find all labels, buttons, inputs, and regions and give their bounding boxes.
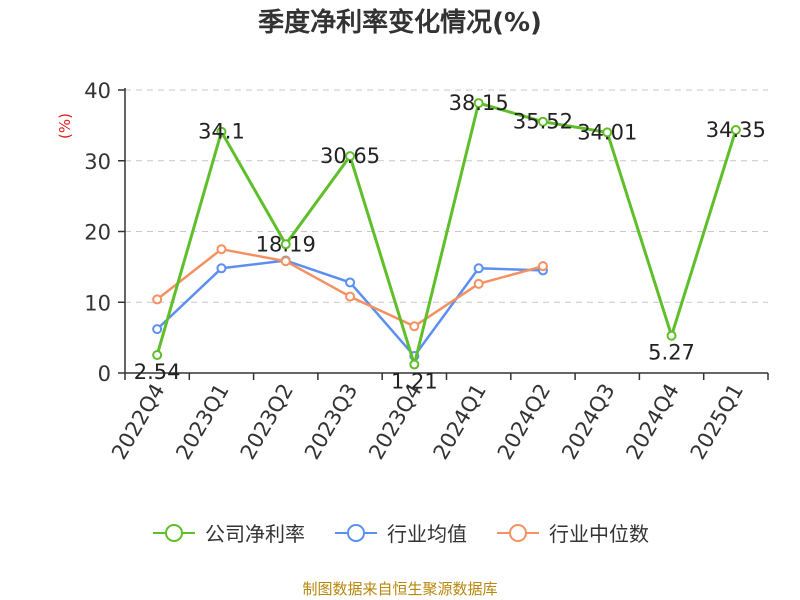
- data-point-2: [280, 256, 291, 267]
- y-tick-label: 40: [84, 79, 111, 103]
- legend-swatch-industry-median: [497, 523, 539, 542]
- data-point-2: [216, 244, 227, 255]
- data-label: 34.35: [706, 118, 766, 142]
- data-point-2: [345, 291, 356, 302]
- legend-swatch-industry-mean: [335, 523, 377, 542]
- data-label: 18.19: [256, 232, 316, 256]
- source-note: 制图数据来自恒生聚源数据库: [302, 580, 498, 598]
- data-label: 38.15: [449, 91, 509, 115]
- data-point-2: [537, 261, 548, 272]
- series-line-0: [155, 101, 738, 366]
- data-point-0: [666, 330, 677, 341]
- y-axis-label: (%): [56, 113, 74, 139]
- x-tick-label: 2024Q4: [621, 380, 683, 464]
- legend-item-industry-mean[interactable]: 行业均值: [333, 518, 467, 547]
- series-line-2: [156, 247, 544, 328]
- x-tick-label: 2022Q4: [107, 380, 169, 464]
- data-point-1: [216, 263, 227, 274]
- legend-label-industry-mean: 行业均值: [387, 522, 467, 546]
- data-point-0: [409, 359, 420, 370]
- legend-swatch-company: [153, 523, 195, 542]
- y-tick-label: 30: [84, 150, 111, 174]
- data-label: 2.54: [134, 360, 181, 384]
- legend: 公司净利率 行业均值 行业中位数: [0, 518, 800, 547]
- data-point-2: [409, 321, 420, 332]
- data-point-2: [152, 294, 163, 305]
- data-label: 5.27: [648, 341, 695, 365]
- x-tick-label: 2024Q3: [557, 380, 619, 464]
- chart-title: 季度净利率变化情况(%): [258, 8, 542, 38]
- data-point-1: [152, 324, 163, 335]
- x-tick-label: 2023Q2: [236, 380, 298, 464]
- data-label: 35.52: [513, 110, 573, 134]
- legend-label-industry-median: 行业中位数: [549, 522, 649, 546]
- legend-label-company: 公司净利率: [205, 522, 305, 546]
- legend-item-industry-median[interactable]: 行业中位数: [495, 518, 649, 547]
- data-point-0: [152, 350, 163, 361]
- x-tick-label: 2023Q3: [300, 380, 362, 464]
- data-point-0: [602, 127, 613, 138]
- data-point-0: [280, 239, 291, 250]
- data-point-0: [473, 98, 484, 109]
- data-label: 34.1: [198, 120, 245, 144]
- data-label: 34.01: [577, 120, 637, 144]
- legend-item-company[interactable]: 公司净利率: [151, 518, 305, 547]
- data-point-1: [473, 263, 484, 274]
- x-tick-label: 2024Q2: [493, 380, 555, 464]
- x-tick-label: 2025Q1: [686, 380, 748, 464]
- data-point-0: [730, 124, 741, 135]
- data-point-2: [473, 278, 484, 289]
- series-line-1: [156, 259, 543, 358]
- y-tick-label: 20: [84, 221, 111, 245]
- data-label: 30.65: [320, 144, 380, 168]
- y-tick-label: 0: [98, 362, 111, 386]
- data-point-0: [345, 151, 356, 162]
- x-tick-label: 2024Q1: [429, 380, 491, 464]
- x-tick-label: 2023Q1: [171, 380, 233, 464]
- data-label: 1.21: [391, 369, 438, 393]
- data-point-0: [216, 126, 227, 137]
- data-point-1: [345, 277, 356, 288]
- data-point-0: [537, 116, 548, 127]
- y-tick-label: 10: [84, 291, 111, 315]
